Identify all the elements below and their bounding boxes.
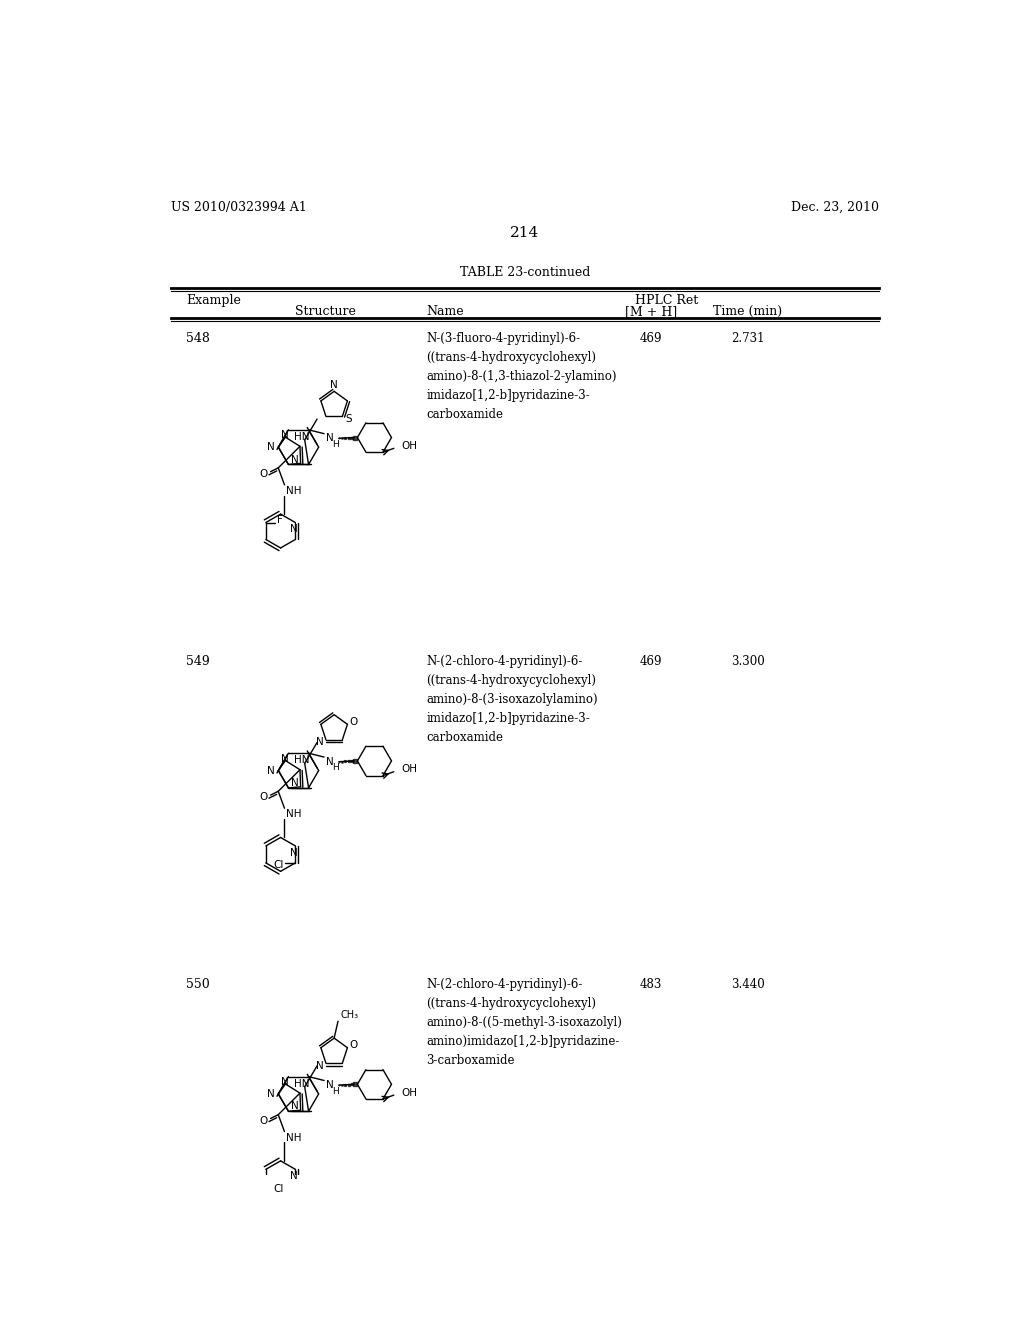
Text: N: N [315, 737, 324, 747]
Text: N: N [292, 454, 299, 465]
Text: N: N [326, 1080, 334, 1090]
Text: N-(3-fluoro-4-pyridinyl)-6-
((trans-4-hydroxycyclohexyl)
amino)-8-(1,3-thiazol-2: N-(3-fluoro-4-pyridinyl)-6- ((trans-4-hy… [426, 331, 616, 421]
Text: TABLE 23-continued: TABLE 23-continued [460, 267, 590, 280]
Text: N-(2-chloro-4-pyridinyl)-6-
((trans-4-hydroxycyclohexyl)
amino)-8-(3-isoxazolyla: N-(2-chloro-4-pyridinyl)-6- ((trans-4-hy… [426, 655, 598, 744]
Text: CH₃: CH₃ [340, 1010, 358, 1020]
Text: N: N [290, 1171, 298, 1181]
Text: 3.300: 3.300 [731, 655, 765, 668]
Text: US 2010/0323994 A1: US 2010/0323994 A1 [171, 201, 306, 214]
Text: S: S [345, 413, 352, 424]
Text: Time (min): Time (min) [714, 305, 782, 318]
Text: Name: Name [426, 305, 464, 318]
Text: N: N [281, 754, 289, 763]
Text: N: N [292, 777, 299, 788]
Text: H: H [333, 1086, 339, 1096]
Text: O: O [259, 792, 267, 803]
Text: Dec. 23, 2010: Dec. 23, 2010 [791, 201, 879, 214]
Text: Structure: Structure [295, 305, 356, 318]
Text: 469: 469 [640, 655, 663, 668]
Text: N: N [326, 756, 334, 767]
Text: N: N [267, 1089, 275, 1100]
Text: 469: 469 [640, 331, 663, 345]
Text: 550: 550 [186, 978, 210, 991]
Text: O: O [259, 469, 267, 479]
Text: O: O [259, 1115, 267, 1126]
Text: OH: OH [401, 441, 418, 451]
Text: [M + H]: [M + H] [625, 305, 677, 318]
Text: N-(2-chloro-4-pyridinyl)-6-
((trans-4-hydroxycyclohexyl)
amino)-8-((5-methyl-3-i: N-(2-chloro-4-pyridinyl)-6- ((trans-4-hy… [426, 978, 623, 1068]
Text: NH: NH [286, 486, 301, 496]
Text: H: H [333, 763, 339, 772]
Text: N: N [290, 524, 298, 535]
Text: 2.731: 2.731 [731, 331, 765, 345]
Text: N: N [290, 847, 298, 858]
Text: Example: Example [186, 294, 241, 308]
Text: HPLC Ret: HPLC Ret [635, 294, 698, 308]
Text: N: N [331, 380, 338, 391]
Text: NH: NH [286, 1133, 301, 1143]
Text: Cl: Cl [273, 1184, 284, 1193]
Text: 483: 483 [640, 978, 663, 991]
Text: N: N [281, 1077, 289, 1086]
Text: Cl: Cl [273, 861, 284, 870]
Text: OH: OH [401, 764, 418, 775]
Text: HN: HN [294, 1078, 309, 1089]
Text: 549: 549 [186, 655, 210, 668]
Text: N: N [267, 442, 275, 453]
Text: N: N [326, 433, 334, 444]
Text: O: O [349, 1040, 357, 1051]
Text: NH: NH [286, 809, 301, 820]
Text: N: N [267, 766, 275, 776]
Text: 3.440: 3.440 [731, 978, 765, 991]
Text: N: N [292, 1101, 299, 1111]
Text: OH: OH [401, 1088, 418, 1098]
Text: N: N [315, 1060, 324, 1071]
Text: 214: 214 [510, 226, 540, 240]
Text: H: H [333, 440, 339, 449]
Text: HN: HN [294, 755, 309, 766]
Text: O: O [349, 717, 357, 727]
Text: N: N [281, 430, 289, 440]
Text: HN: HN [294, 432, 309, 442]
Text: F: F [276, 515, 283, 525]
Text: 548: 548 [186, 331, 210, 345]
